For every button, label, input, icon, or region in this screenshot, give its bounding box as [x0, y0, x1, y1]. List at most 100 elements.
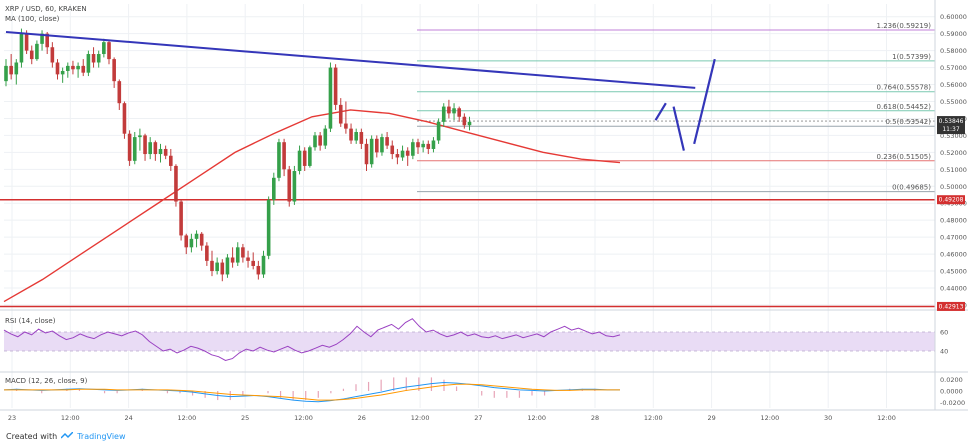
macd-line	[3, 381, 620, 403]
fibonacci-levels: 1.236(0.59219) 1(0.57399) 0.764(0.55578) 0.…	[0, 22, 935, 308]
macd-tick-label: -0.0200	[940, 399, 965, 407]
candle-down	[127, 133, 132, 161]
candle-up	[400, 150, 405, 158]
candle-up	[86, 54, 91, 73]
footer: Created with TradingView	[6, 430, 126, 442]
y-tick-label: 0.50000	[940, 183, 967, 191]
candle-down	[91, 54, 96, 63]
candle-down	[333, 67, 338, 105]
candle-up	[158, 148, 163, 155]
candle-down	[122, 103, 127, 134]
candle-up	[148, 142, 152, 155]
candle-down	[107, 42, 111, 60]
y-tick-label: 0.57000	[940, 64, 967, 72]
candle-up	[297, 150, 302, 172]
x-tick-label: 12:00	[644, 414, 663, 422]
axes: 0.60000 0.59000 0.58000 0.57000 0.56000 0.550…	[0, 0, 968, 422]
macd-tick-label: 0.0200	[940, 376, 963, 384]
support-price-tag	[937, 195, 965, 205]
moving-average	[3, 109, 621, 303]
candle-up	[4, 65, 8, 82]
candle-down	[199, 233, 204, 246]
candle-down	[349, 128, 353, 141]
candles	[4, 28, 472, 282]
rsi-panel: 60 40	[3, 318, 948, 362]
rsi-line	[3, 318, 621, 362]
candle-up	[215, 262, 219, 272]
y-tick-label: 0.58000	[940, 47, 967, 55]
candle-down	[246, 257, 250, 261]
projection-path	[672, 106, 685, 151]
fib-level-label: 1(0.57399)	[892, 53, 931, 61]
candle-up	[261, 255, 266, 275]
candle-down	[9, 65, 13, 75]
rsi-tick-label: 40	[940, 348, 948, 356]
candle-down	[29, 50, 34, 60]
candle-down	[81, 65, 86, 73]
created-with-label: Created with	[6, 431, 58, 441]
macd-signal-line	[4, 383, 620, 401]
candle-up	[102, 42, 106, 55]
x-tick-label: 12:00	[761, 414, 780, 422]
candle-up	[369, 138, 374, 165]
ma-100-line	[3, 109, 621, 303]
candle-down	[385, 137, 389, 146]
projection-path	[693, 58, 716, 145]
candle-up	[66, 65, 70, 71]
macd-panel: 0.0200 0.0000 -0.0200	[3, 376, 965, 407]
candle-up	[14, 62, 19, 75]
candle-down	[318, 135, 322, 146]
candle-up	[19, 33, 24, 63]
candle-down	[230, 257, 235, 263]
chart-title: XRP / USD, 60, KRAKEN	[5, 5, 87, 13]
y-tick-label: 0.55000	[940, 98, 967, 106]
candle-up	[138, 135, 142, 138]
candle-down	[395, 154, 400, 158]
candle-down	[282, 142, 286, 170]
x-tick-label: 12:00	[61, 414, 80, 422]
candle-down	[457, 108, 461, 117]
x-tick-label: 29	[707, 414, 715, 422]
tradingview-brand[interactable]: TradingView	[77, 431, 126, 441]
candle-down	[344, 123, 348, 129]
candle-down	[179, 201, 183, 236]
candle-up	[60, 70, 65, 75]
candle-up	[266, 199, 271, 256]
candle-down	[174, 165, 178, 202]
candle-down	[426, 143, 431, 149]
candle-down	[205, 245, 209, 261]
bearish-trendline	[5, 30, 696, 89]
y-tick-label: 0.46000	[940, 251, 967, 259]
fib-level-label: 0.5(0.53542)	[885, 118, 931, 126]
candle-down	[184, 235, 189, 248]
candle-up	[96, 54, 101, 63]
candle-down	[256, 265, 261, 275]
candle-up	[292, 171, 297, 202]
candle-down	[45, 33, 49, 48]
projection-path	[654, 102, 667, 121]
candle-down	[375, 138, 379, 153]
y-tick-label: 0.59000	[940, 30, 967, 38]
x-tick-label: 28	[591, 414, 599, 422]
x-tick-label: 12:00	[877, 414, 896, 422]
fib-level-label: 0.236(0.51505)	[877, 153, 932, 161]
y-tick-label: 0.51000	[940, 166, 967, 174]
candle-down	[338, 104, 343, 124]
candle-down	[117, 81, 122, 104]
candle-down	[112, 59, 116, 82]
candle-up	[189, 238, 194, 248]
candle-down	[71, 65, 75, 70]
candle-down	[416, 142, 420, 148]
candle-down	[447, 106, 451, 114]
candle-up	[40, 33, 44, 44]
fib-level-label: 0.764(0.55578)	[877, 84, 932, 92]
candle-down	[462, 116, 467, 126]
candle-up	[436, 121, 441, 141]
macd-indicator-label: MACD (12, 26, close, 9)	[5, 377, 88, 385]
trading-chart[interactable]: 1.236(0.59219)1(0.57399)0.764(0.55578)0.…	[0, 0, 968, 430]
trend-lines	[5, 30, 716, 151]
tradingview-logo-icon	[61, 432, 74, 439]
candle-down	[241, 247, 245, 258]
candle-up	[452, 108, 456, 114]
ma-indicator-label: MA (100, close)	[5, 15, 60, 23]
